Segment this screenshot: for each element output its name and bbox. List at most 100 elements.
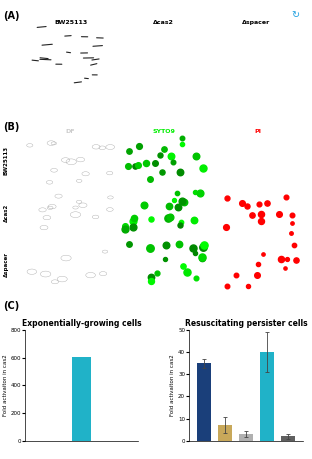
Bar [197,364,211,441]
Point [289,229,294,236]
Point [130,224,135,231]
Point [255,271,260,279]
Point [163,241,168,248]
Point [278,256,283,263]
Point [244,202,249,209]
Point [180,262,185,269]
Point [172,196,177,203]
Point [283,264,288,272]
Point [197,189,202,196]
Point [135,162,140,169]
Point [264,199,269,207]
Point [284,255,289,263]
Point [153,159,158,167]
Point [131,217,136,224]
Point [149,216,154,223]
Point [178,168,183,176]
Text: (B): (B) [3,122,19,132]
Title: SYTO9: SYTO9 [152,129,175,134]
Title: PI: PI [254,129,261,134]
Point [127,240,132,247]
Bar [218,425,232,441]
Point [155,270,160,277]
Point [148,277,153,285]
Text: (A): (A) [3,11,20,22]
Y-axis label: Fold activaiton in cas2: Fold activaiton in cas2 [170,354,175,416]
Point [143,159,148,166]
Point [175,203,180,211]
Bar [281,436,295,441]
Text: BW25113: BW25113 [55,20,88,25]
Point [167,202,172,210]
Point [126,162,131,170]
Point [169,152,174,159]
Point [148,175,153,182]
Point [290,212,295,219]
Point [163,256,168,263]
Point [261,251,266,258]
Point [276,211,281,218]
Point [180,197,185,205]
Point [179,140,184,147]
Point [193,249,197,257]
Point [178,222,183,229]
Title: Resuscitating persister cells: Resuscitating persister cells [185,319,307,328]
Point [122,223,127,230]
Point [160,168,165,176]
Point [256,260,261,268]
Point [293,256,298,263]
Text: Δspacer: Δspacer [4,252,9,277]
Point [148,244,153,252]
Point [131,214,136,222]
Title: Exponentially-growing cells: Exponentially-growing cells [22,319,141,328]
Point [290,219,295,226]
Point [201,243,206,250]
Text: ↻: ↻ [291,10,300,20]
Point [193,274,198,282]
Point [123,225,128,233]
Point [133,162,138,170]
Point [170,158,175,166]
Point [193,152,198,159]
Text: Δspacer: Δspacer [242,20,271,25]
Point [182,198,187,206]
Point [202,241,207,249]
Point [225,283,230,290]
Point [149,274,154,281]
Point [179,218,184,226]
Bar [239,434,253,441]
Point [283,193,288,200]
Point [162,146,167,153]
Bar [72,357,91,441]
Point [258,211,263,218]
Text: (C): (C) [3,301,19,311]
Point [250,212,255,219]
Point [177,240,182,247]
Point [158,152,163,159]
Point [240,199,245,206]
Point [223,224,228,231]
Text: BW25113: BW25113 [4,146,9,175]
Point [167,213,172,220]
Point [292,241,297,248]
Point [184,269,189,276]
Point [193,189,198,196]
Point [174,190,179,197]
Text: Δcas2: Δcas2 [4,203,9,222]
Text: Δcas2: Δcas2 [154,20,174,25]
Point [258,217,263,224]
Point [126,147,131,154]
Point [257,201,262,208]
Point [233,272,238,279]
Point [245,283,250,290]
Y-axis label: Fold activaiton in cas2: Fold activaiton in cas2 [2,354,7,416]
Point [192,217,197,224]
Point [225,194,230,201]
Point [136,142,141,150]
Point [199,254,204,262]
Point [191,245,196,252]
Point [201,165,206,172]
Point [199,253,204,261]
Bar [260,352,274,441]
Title: DF: DF [65,129,75,134]
